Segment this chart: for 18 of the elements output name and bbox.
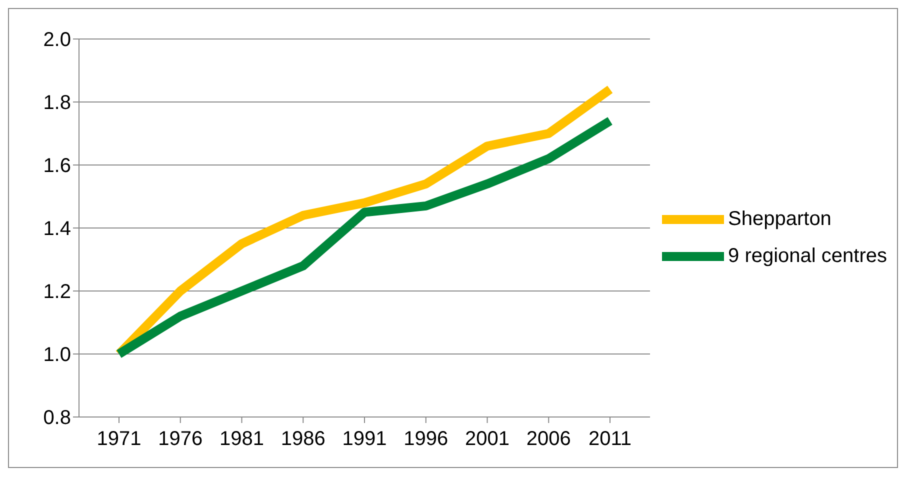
x-tick-label: 1986 xyxy=(280,428,326,450)
y-tick-label: 1.0 xyxy=(43,344,71,366)
x-tick-label: 1996 xyxy=(404,428,448,450)
y-tick-label: 1.4 xyxy=(43,218,71,240)
x-tick-label: 1971 xyxy=(96,428,142,450)
y-tick-label: 0.8 xyxy=(43,407,71,430)
x-tick-label: 2006 xyxy=(526,428,571,450)
x-tick-label: 1991 xyxy=(342,428,387,450)
legend-label: Shepparton xyxy=(728,208,832,231)
y-tick-label: 2.0 xyxy=(43,29,71,52)
x-tick-label: 2011 xyxy=(588,428,632,450)
x-tick-label: 1976 xyxy=(158,428,203,450)
x-tick-label: 1981 xyxy=(220,428,264,450)
legend-label: 9 regional centres xyxy=(728,245,887,268)
y-tick-label: 1.2 xyxy=(43,281,71,304)
x-tick-label: 2001 xyxy=(465,428,510,450)
y-tick-label: 1.8 xyxy=(43,92,71,114)
y-tick-label: 1.6 xyxy=(43,155,71,178)
